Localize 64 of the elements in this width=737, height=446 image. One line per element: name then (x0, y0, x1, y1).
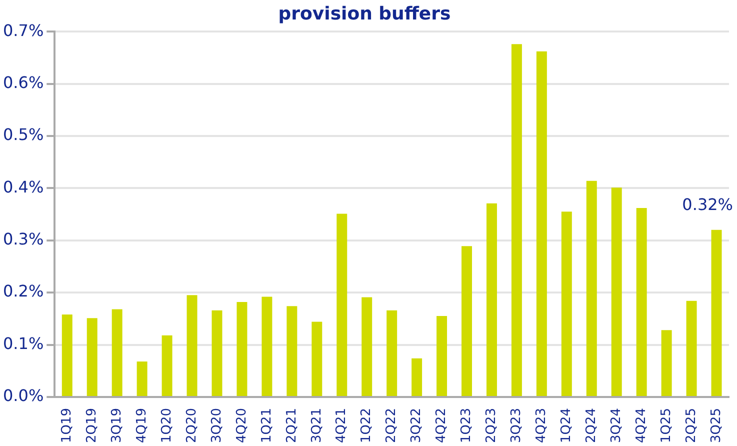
y-tick-label: 0.7% (2, 20, 44, 40)
x-tick-label: 3Q25 (708, 408, 724, 443)
y-tick-label: 0.6% (2, 72, 44, 92)
x-tick-label: 2Q20 (184, 408, 200, 443)
bar (186, 295, 198, 396)
chart-title: provision buffers (278, 3, 451, 24)
x-tick-label: 2Q23 (484, 408, 500, 443)
x-tick-label: 2Q24 (584, 408, 600, 443)
bar (412, 358, 422, 396)
x-tick-label: 1Q24 (559, 408, 574, 443)
x-tick-label: 4Q20 (234, 408, 250, 443)
bar (136, 361, 148, 396)
bar (86, 318, 98, 396)
x-tick-label: 3Q24 (608, 408, 624, 443)
x-tick-label: 2Q21 (284, 408, 300, 443)
x-tick-label: 3Q21 (309, 408, 324, 443)
bar (686, 300, 697, 396)
bar (212, 310, 222, 396)
x-tick-label: 3Q20 (209, 408, 224, 443)
x-tick-label: 1Q21 (259, 408, 274, 443)
x-tick-label: 4Q21 (334, 408, 350, 443)
bar (661, 330, 672, 396)
y-tick-label: 0.1% (2, 334, 44, 353)
bar (286, 306, 298, 396)
bar (611, 188, 622, 396)
bar (386, 310, 398, 396)
x-tick-label: 1Q20 (159, 408, 174, 443)
bar (711, 230, 722, 396)
x-tick-label: 3Q22 (409, 408, 424, 443)
bar (561, 212, 572, 396)
x-tick-label: 4Q22 (434, 408, 450, 443)
x-tick-label: 2Q25 (684, 408, 699, 443)
bar (112, 309, 122, 396)
x-tick-label: 2Q19 (84, 408, 100, 443)
x-tick-label: 1Q25 (658, 408, 674, 443)
bar (636, 208, 647, 396)
bar (312, 322, 322, 396)
y-tick-label: 0.5% (2, 125, 44, 144)
bar (536, 51, 547, 396)
bar (362, 297, 372, 396)
bar (262, 296, 272, 396)
x-tick-label: 4Q23 (534, 408, 550, 443)
x-tick-label: 1Q19 (60, 408, 75, 443)
bar (336, 214, 348, 396)
bar (162, 335, 172, 396)
x-tick-label: 3Q23 (509, 408, 524, 443)
bar (236, 302, 248, 396)
x-tick-label: 4Q19 (134, 408, 150, 443)
y-tick-label: 0.2% (2, 282, 44, 301)
x-tick-label: 4Q24 (634, 408, 649, 443)
bar (436, 316, 448, 396)
x-tick-label: 1Q22 (359, 408, 374, 443)
bar (586, 180, 597, 396)
data-label: 0.32% (682, 195, 733, 214)
y-tick-label: 0.0% (2, 386, 44, 406)
x-tick-label: 1Q23 (459, 408, 474, 443)
y-tick-label: 0.3% (2, 230, 44, 249)
bar (511, 44, 522, 396)
x-tick-label: 2Q22 (384, 408, 400, 443)
y-tick-label: 0.4% (2, 177, 44, 196)
bar (486, 203, 497, 396)
bar (462, 246, 472, 396)
bar (62, 314, 72, 396)
x-tick-label: 3Q19 (109, 408, 124, 443)
